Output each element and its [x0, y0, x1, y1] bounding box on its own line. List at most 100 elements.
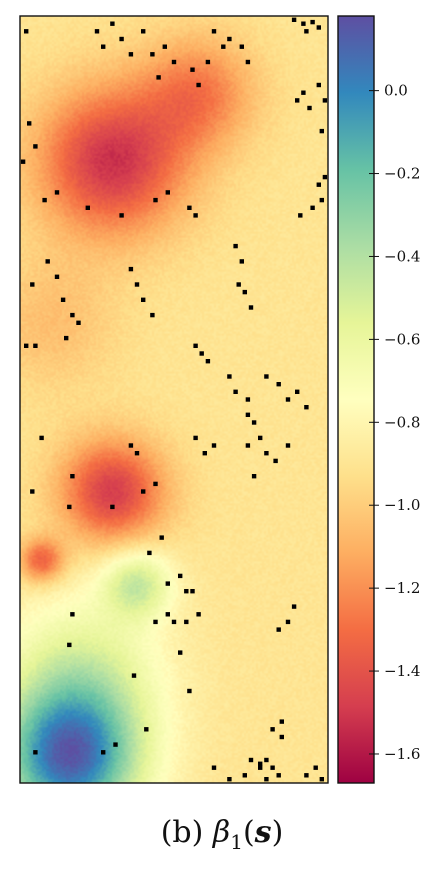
- observed-site-112: [131, 673, 137, 678]
- observed-site-120: [144, 727, 149, 732]
- observed-site-119: [113, 742, 118, 747]
- observed-site-81: [39, 435, 44, 441]
- observed-site-29: [24, 29, 29, 34]
- colorbar-tick-label-7: −1.4: [384, 662, 420, 680]
- observed-site-77: [258, 435, 263, 441]
- observed-site-75: [245, 412, 251, 417]
- observed-site-52: [128, 266, 134, 272]
- observed-site-31: [33, 144, 38, 149]
- observed-site-104: [196, 612, 201, 617]
- observed-site-126: [270, 765, 275, 770]
- observed-site-41: [298, 213, 303, 218]
- observed-site-8: [162, 44, 167, 49]
- observed-site-64: [193, 343, 198, 348]
- colorbar-tick-label-5: −1.0: [384, 496, 420, 514]
- observed-site-39: [187, 205, 192, 210]
- caption-subscript: 1: [230, 830, 243, 854]
- observed-site-14: [221, 44, 226, 49]
- caption-close-paren: ): [271, 815, 284, 850]
- observed-site-128: [258, 761, 263, 766]
- observed-site-32: [20, 159, 26, 164]
- observed-site-122: [242, 773, 247, 778]
- observed-site-68: [233, 389, 238, 394]
- observed-site-107: [291, 604, 297, 609]
- observed-site-55: [150, 312, 155, 318]
- observed-site-98: [178, 573, 183, 579]
- observed-site-61: [24, 343, 29, 348]
- observed-site-93: [141, 489, 146, 494]
- observed-site-28: [319, 128, 324, 134]
- observed-site-127: [264, 777, 269, 782]
- observed-site-130: [313, 765, 318, 770]
- observed-site-105: [153, 619, 158, 625]
- observed-site-133: [227, 777, 232, 782]
- observed-site-129: [304, 773, 309, 778]
- observed-site-12: [205, 59, 211, 65]
- observed-site-9: [171, 59, 177, 65]
- observed-site-62: [33, 343, 38, 348]
- observed-site-42: [310, 205, 315, 210]
- observed-site-97: [165, 581, 170, 586]
- observed-site-2: [110, 21, 115, 26]
- observed-site-40: [193, 213, 198, 218]
- colorbar-frame: [337, 15, 375, 784]
- observed-site-121: [211, 765, 217, 770]
- caption-prefix: (b): [160, 815, 213, 850]
- observed-site-85: [202, 451, 207, 456]
- observed-site-72: [285, 397, 291, 402]
- observed-site-109: [276, 627, 281, 632]
- observed-site-37: [153, 197, 158, 203]
- observed-site-106: [178, 650, 183, 655]
- observed-site-79: [273, 458, 278, 464]
- colorbar-tick-label-0: 0.0: [384, 82, 408, 100]
- observed-site-84: [193, 435, 198, 441]
- observed-site-74: [304, 405, 309, 410]
- observed-site-95: [159, 535, 164, 540]
- observed-site-110: [70, 612, 75, 617]
- observed-site-3: [119, 36, 124, 42]
- observed-site-23: [295, 98, 300, 103]
- observed-site-124: [258, 765, 263, 770]
- caption-variable: s: [254, 815, 272, 850]
- observed-site-50: [70, 312, 75, 318]
- observed-site-87: [245, 443, 251, 448]
- observed-site-86: [211, 443, 217, 448]
- observed-site-59: [242, 289, 247, 295]
- observed-site-53: [134, 282, 140, 287]
- observed-site-26: [316, 82, 321, 88]
- observed-site-25: [307, 105, 312, 111]
- observed-site-63: [64, 335, 69, 341]
- observed-site-69: [245, 397, 251, 402]
- observed-site-6: [150, 52, 155, 57]
- observed-site-0: [94, 29, 100, 34]
- colorbar-tick-label-4: −0.8: [384, 413, 420, 431]
- observed-site-36: [119, 213, 124, 218]
- observed-site-20: [310, 19, 315, 25]
- observed-site-66: [205, 359, 211, 364]
- observed-site-100: [190, 589, 195, 594]
- observed-site-56: [233, 243, 238, 249]
- observed-site-80: [285, 443, 291, 448]
- figure-caption: (b) β1(s): [0, 815, 444, 854]
- colorbar-tick-label-6: −1.2: [384, 579, 420, 597]
- observed-site-45: [322, 174, 328, 180]
- observed-site-96: [147, 550, 152, 556]
- observed-site-115: [270, 727, 275, 732]
- observed-site-38: [165, 190, 170, 195]
- observed-site-47: [54, 274, 60, 279]
- observed-site-88: [251, 474, 257, 479]
- observed-site-57: [239, 259, 244, 264]
- observed-site-92: [110, 504, 115, 510]
- observed-site-70: [264, 374, 269, 379]
- observed-site-71: [276, 382, 281, 387]
- observed-site-21: [316, 25, 321, 30]
- observed-site-67: [227, 374, 232, 379]
- observed-site-117: [33, 750, 38, 755]
- observed-site-114: [279, 719, 284, 724]
- observed-site-73: [295, 389, 300, 394]
- observed-site-125: [264, 757, 269, 763]
- observed-site-30: [27, 121, 32, 126]
- field-heatmap: [20, 16, 328, 783]
- observed-site-33: [42, 197, 47, 203]
